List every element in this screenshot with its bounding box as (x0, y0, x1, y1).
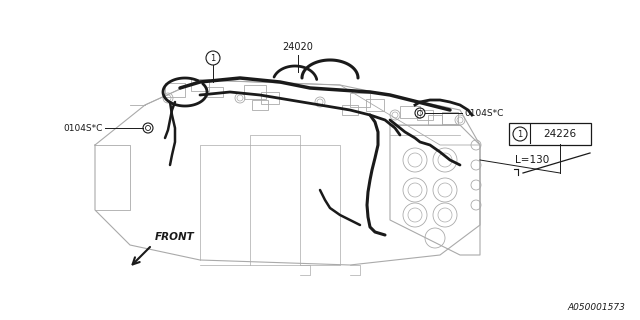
Text: L=130: L=130 (515, 155, 549, 165)
Text: 1: 1 (517, 130, 523, 139)
Text: 1: 1 (211, 53, 216, 62)
Text: 0104S*C: 0104S*C (464, 108, 504, 117)
Text: FRONT: FRONT (155, 232, 195, 242)
Text: 0104S*C: 0104S*C (63, 124, 103, 132)
Text: 24020: 24020 (283, 42, 314, 52)
Text: A050001573: A050001573 (567, 303, 625, 312)
Text: 24226: 24226 (543, 129, 577, 139)
